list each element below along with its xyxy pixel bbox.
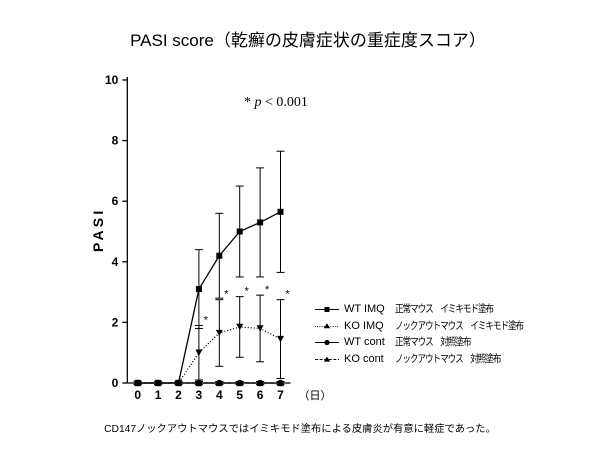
svg-text:*: * xyxy=(204,314,209,326)
svg-text:4: 4 xyxy=(112,255,119,269)
svg-text:*: * xyxy=(265,284,270,296)
svg-text:*: * xyxy=(224,289,229,301)
svg-text:（日）: （日） xyxy=(299,389,332,402)
svg-text:*: * xyxy=(245,286,250,298)
svg-text:0: 0 xyxy=(134,388,141,402)
svg-text:1: 1 xyxy=(155,388,162,402)
svg-text:5: 5 xyxy=(236,388,243,402)
svg-text:6: 6 xyxy=(257,388,264,402)
svg-text:*: * xyxy=(285,289,290,301)
svg-text:7: 7 xyxy=(277,388,284,402)
svg-text:8: 8 xyxy=(112,134,119,148)
svg-text:10: 10 xyxy=(105,73,119,87)
svg-text:2: 2 xyxy=(112,315,119,329)
svg-text:3: 3 xyxy=(196,388,203,402)
svg-text:6: 6 xyxy=(112,194,119,208)
svg-text:0: 0 xyxy=(112,376,119,390)
svg-text:4: 4 xyxy=(216,388,223,402)
svg-text:2: 2 xyxy=(175,388,182,402)
